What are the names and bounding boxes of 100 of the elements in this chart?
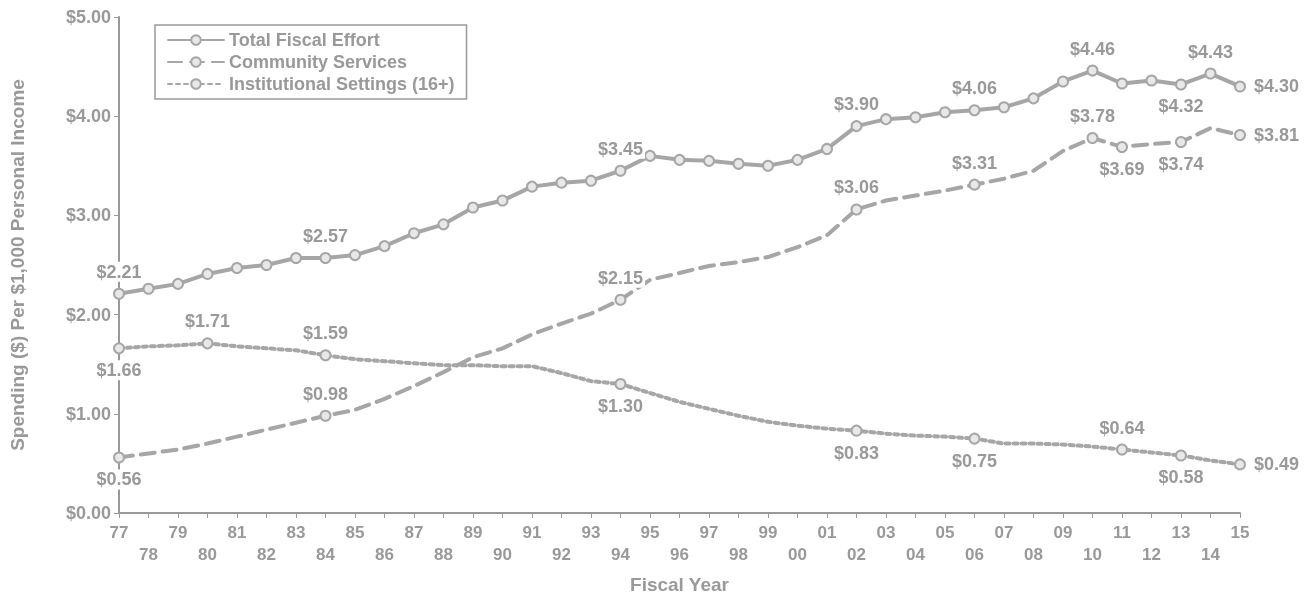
point [113,451,125,464]
x-tick-label: 96 [670,544,689,564]
x-tick-label: 04 [906,544,926,564]
y-tick-label: $1.00 [65,403,111,424]
point [939,106,951,119]
point [880,113,892,126]
point [467,201,479,214]
data-label: $3.69 [1099,158,1145,179]
point [526,180,538,193]
point [968,432,981,445]
point [614,164,627,177]
x-tick-label: 92 [552,544,571,564]
point [673,153,686,166]
point [1234,129,1246,142]
data-label: $1.30 [597,396,644,417]
point [732,157,745,170]
point [909,111,922,124]
x-tick-label: 88 [434,544,453,564]
point [319,349,332,362]
data-label: $0.75 [951,450,998,471]
x-tick-label: 93 [581,522,601,542]
data-label: $0.56 [96,469,142,490]
point [850,424,863,437]
point [1175,78,1187,91]
x-tick-label: 10 [1083,544,1102,564]
point [319,409,332,422]
point [408,227,420,240]
data-label: $3.74 [1158,153,1204,174]
x-tick-label: 13 [1171,522,1191,542]
y-tick-label: $2.00 [65,304,111,325]
point [703,154,715,167]
x-tick-label: 87 [404,522,424,542]
point [1234,458,1246,471]
point [378,240,391,253]
x-tick-label: 03 [876,522,896,542]
point [142,282,155,295]
point [1027,92,1040,105]
point [113,342,125,355]
x-tick-label: 12 [1142,544,1161,564]
x-tick-label: 91 [522,522,542,542]
x-tick-label: 01 [817,522,837,542]
x-tick-label: 14 [1201,544,1221,564]
point [1145,74,1158,87]
point [437,218,450,231]
x-tick-label: 78 [139,544,158,564]
x-tick-label: 98 [729,544,748,564]
legend-label: Community Services [229,52,408,72]
point [113,287,125,300]
data-label: $4.46 [1069,38,1116,59]
x-tick-label: 15 [1230,522,1250,542]
point [762,159,774,172]
x-tick-label: 02 [847,544,866,564]
x-tick-label: 84 [316,544,336,564]
point [1116,77,1128,90]
point [260,259,273,271]
x-tick-label: 90 [493,544,512,564]
x-tick-label: 83 [286,522,306,542]
x-tick-label: 94 [611,544,631,564]
data-label: $0.83 [833,442,880,463]
x-tick-label: 05 [935,522,955,542]
point [1086,64,1099,77]
legend-label: Total Fiscal Effort [229,30,380,50]
x-tick-label: 06 [965,544,984,564]
legend-label: Institutional Settings (16+) [229,74,455,94]
point [1175,449,1187,462]
y-axis-title: Spending ($) Per $1,000 Personal Income [7,79,28,451]
x-tick-label: 09 [1053,522,1073,542]
point [850,120,863,133]
point [791,153,804,166]
point [496,194,509,207]
point [585,174,597,187]
x-tick-label: 89 [463,522,483,542]
point [349,249,361,262]
point [201,267,214,280]
point [644,149,656,162]
point [1234,80,1246,93]
point [201,337,214,350]
point [231,261,243,274]
point [614,293,627,306]
x-tick-label: 08 [1024,544,1043,564]
x-tick-label: 79 [168,522,188,542]
x-tick-label: 77 [109,522,129,542]
y-tick-label: $3.00 [65,205,111,226]
point [968,178,981,191]
x-tick-label: 07 [994,522,1014,542]
point [555,176,568,189]
x-tick-label: 82 [257,544,276,564]
data-label: $3.06 [833,177,880,198]
point [968,104,981,117]
point [172,277,184,290]
x-axis-title: Fiscal Year [630,574,730,595]
data-label: $2.15 [597,267,644,288]
y-tick-label: $5.00 [65,7,111,27]
point [1175,135,1187,148]
point [1116,443,1128,456]
data-label: $2.21 [96,261,142,282]
point [821,142,833,155]
y-tick-label: $4.00 [65,106,111,127]
x-tick-label: 95 [640,522,660,542]
data-label: $0.64 [1099,417,1145,438]
